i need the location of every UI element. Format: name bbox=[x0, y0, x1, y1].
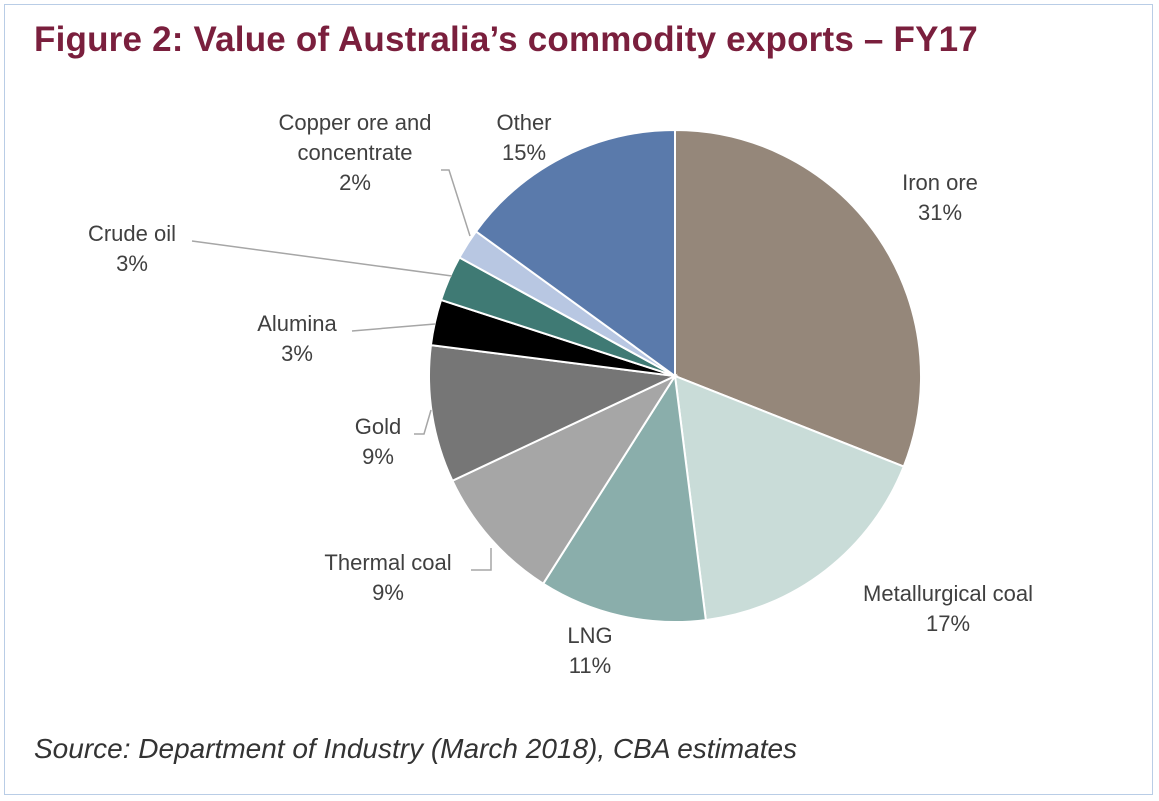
data-label-thermal-coal: Thermal coal 9% bbox=[324, 550, 451, 605]
slice-percent-label: 15% bbox=[502, 140, 546, 165]
slice-name-label: LNG bbox=[567, 623, 612, 648]
slice-percent-label: 9% bbox=[372, 580, 404, 605]
data-label-copper-ore-and-concentrate: Copper ore and concentrate 2% bbox=[279, 110, 432, 195]
slice-percent-label: 9% bbox=[362, 444, 394, 469]
leader-line-crude-oil bbox=[191, 240, 453, 277]
slice-name-label: concentrate bbox=[298, 140, 413, 165]
slice-name-label: Alumina bbox=[257, 311, 337, 336]
data-label-iron-ore: Iron ore 31% bbox=[902, 170, 978, 225]
slice-name-label: Metallurgical coal bbox=[863, 581, 1033, 606]
slice-percent-label: 11% bbox=[569, 653, 611, 678]
data-label-gold: Gold 9% bbox=[355, 414, 401, 469]
slice-percent-label: 2% bbox=[339, 170, 371, 195]
slice-percent-label: 3% bbox=[116, 251, 148, 276]
leader-line-thermal-coal bbox=[471, 548, 492, 571]
pie-slice-metallurgical-coal bbox=[673, 374, 906, 622]
leader-line-alumina bbox=[351, 323, 436, 332]
slice-percent-label: 3% bbox=[281, 341, 313, 366]
data-label-crude-oil: Crude oil 3% bbox=[88, 221, 176, 276]
slice-name-label: Iron ore bbox=[902, 170, 978, 195]
pie-slice-iron-ore bbox=[674, 128, 922, 468]
data-label-metallurgical-coal: Metallurgical coal 17% bbox=[863, 581, 1033, 636]
slice-percent-label: 31% bbox=[918, 200, 962, 225]
slice-name-label: Crude oil bbox=[88, 221, 176, 246]
pie-slice-other bbox=[474, 128, 676, 378]
slice-percent-label: 17% bbox=[926, 611, 970, 636]
pie-slice-thermal-coal bbox=[451, 373, 678, 586]
slice-name-label: Thermal coal bbox=[324, 550, 451, 575]
slice-name-label: Gold bbox=[355, 414, 401, 439]
data-label-lng: LNG 11% bbox=[567, 623, 612, 678]
leader-line-gold bbox=[414, 409, 432, 435]
slice-name-label: Other bbox=[496, 110, 551, 135]
pie-slice-gold bbox=[428, 344, 679, 483]
data-label-alumina: Alumina 3% bbox=[257, 311, 337, 366]
pie-slice-lng bbox=[541, 373, 707, 623]
data-label-other: Other 15% bbox=[496, 110, 551, 165]
slice-name-label: Copper ore and bbox=[279, 110, 432, 135]
source-note: Source: Department of Industry (March 20… bbox=[34, 733, 798, 764]
leader-line-copper-ore-and-concentrate bbox=[441, 169, 471, 237]
chart-title: Figure 2: Value of Australia’s commodity… bbox=[34, 20, 978, 59]
